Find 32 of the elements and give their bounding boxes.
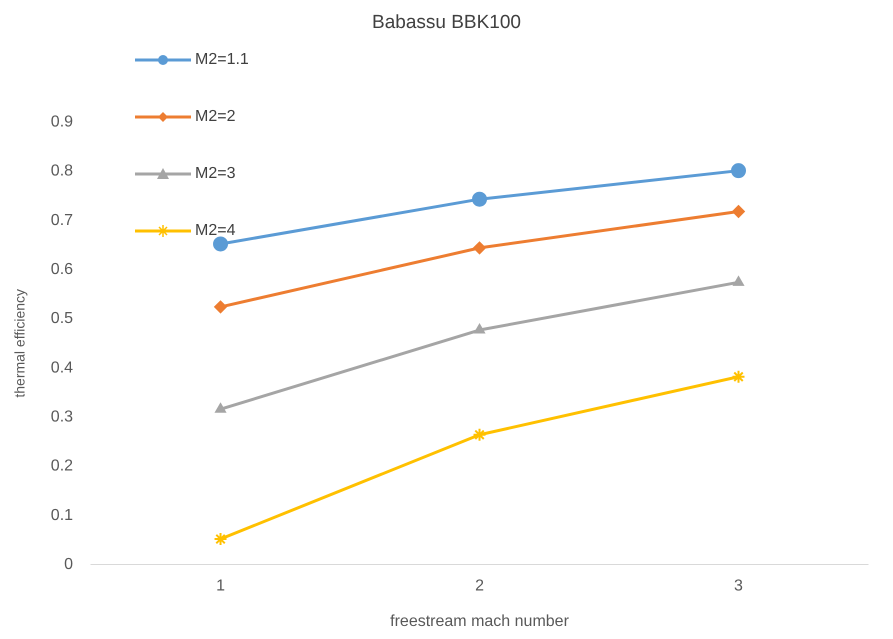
y-tick-label: 0.6	[50, 260, 74, 278]
y-tick-label: 0	[64, 556, 74, 574]
point	[732, 205, 746, 218]
y-axis-title: thermal efficiency	[11, 288, 28, 398]
y-tick-label: 0.5	[50, 310, 74, 328]
point	[731, 163, 746, 178]
chart-title: Babassu BBK100	[371, 12, 522, 34]
point	[732, 370, 746, 384]
point	[214, 300, 228, 314]
y-tick-label: 0.8	[50, 162, 74, 180]
point	[473, 241, 486, 254]
x-tick-label: 1	[216, 578, 226, 595]
point	[472, 192, 488, 207]
y-tick-label: 0.4	[50, 359, 74, 376]
point	[213, 236, 228, 252]
y-tick-label: 0.7	[50, 212, 74, 229]
legend-label: M2=4	[195, 222, 236, 240]
point	[214, 402, 226, 413]
y-tick-label: 0.3	[50, 408, 74, 426]
point	[214, 532, 228, 546]
x-tick-label: 2	[475, 578, 484, 595]
legend-label: M2=3	[195, 164, 236, 182]
y-tick-label: 0.9	[50, 113, 74, 130]
legend-label: M2=1.1	[195, 50, 249, 68]
legend-label: M2=2	[195, 108, 236, 126]
point	[472, 428, 487, 442]
point	[474, 324, 486, 334]
y-tick-label: 0.2	[50, 458, 74, 475]
point	[732, 276, 744, 286]
y-tick-label: 0.1	[50, 506, 74, 524]
x-tick-label: 3	[734, 578, 744, 595]
x-axis-title: freestream mach number	[390, 612, 570, 630]
